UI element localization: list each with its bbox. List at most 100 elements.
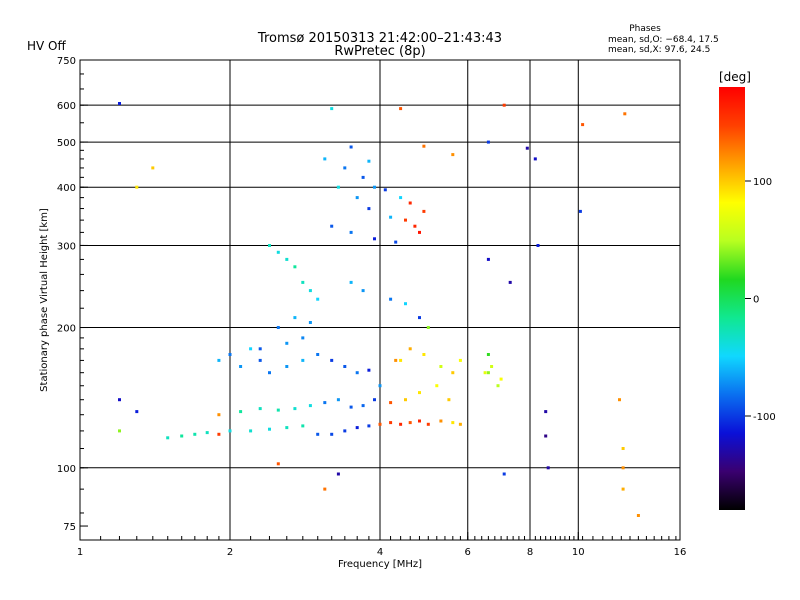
data-point <box>316 297 320 301</box>
data-point <box>268 371 271 375</box>
data-point <box>228 429 232 433</box>
data-point <box>367 368 371 372</box>
data-point <box>404 218 407 222</box>
data-point <box>118 102 121 105</box>
data-point <box>118 398 121 402</box>
data-point <box>399 358 403 362</box>
data-point <box>422 353 426 356</box>
data-point <box>249 429 253 433</box>
hv-status-label: HV Off <box>27 39 66 53</box>
data-point <box>135 185 139 189</box>
data-point <box>355 371 359 375</box>
data-point <box>536 244 540 247</box>
data-point <box>621 447 625 450</box>
data-point <box>439 419 443 423</box>
colorbar-tick-label: 100 <box>753 177 772 188</box>
data-point <box>578 209 582 213</box>
data-point <box>323 487 327 491</box>
data-point <box>193 432 197 436</box>
data-point <box>258 358 262 362</box>
data-point <box>268 244 271 247</box>
data-point <box>316 353 320 356</box>
x-tick-label: 4 <box>377 547 383 558</box>
data-point <box>389 421 393 425</box>
data-point <box>151 166 155 170</box>
data-point <box>533 157 537 161</box>
data-point <box>422 209 426 213</box>
x-axis-label: Frequency [MHz] <box>338 559 422 570</box>
colorbar-tick-label: 0 <box>753 295 759 306</box>
data-point <box>316 432 320 436</box>
y-tick-label: 75 <box>63 522 76 533</box>
x-tick-label: 10 <box>572 547 585 558</box>
data-point <box>636 514 640 517</box>
data-point <box>249 347 253 351</box>
data-point <box>349 280 353 284</box>
data-point <box>447 398 451 402</box>
data-point <box>330 358 334 362</box>
data-point <box>378 384 382 388</box>
data-point <box>228 353 232 356</box>
data-point <box>623 112 627 116</box>
data-point <box>426 422 430 426</box>
data-point <box>373 237 376 241</box>
data-point <box>621 487 625 491</box>
y-tick-label: 600 <box>57 101 76 112</box>
data-point <box>258 347 262 351</box>
data-point <box>394 358 398 362</box>
data-point <box>258 407 262 411</box>
data-point <box>361 175 365 179</box>
data-point <box>378 422 382 426</box>
data-point <box>373 185 376 189</box>
data-point <box>276 326 280 329</box>
data-point <box>486 353 490 356</box>
data-point <box>544 434 548 438</box>
data-point <box>285 365 289 368</box>
data-point <box>336 185 340 189</box>
data-point <box>118 429 121 433</box>
data-point <box>239 410 243 414</box>
data-point <box>389 401 393 405</box>
data-point <box>451 371 455 375</box>
data-point <box>399 422 403 426</box>
data-point <box>349 230 353 234</box>
data-point <box>301 424 305 428</box>
stats-o-line: mean, sd,O: −68.4, 17.5 <box>608 35 719 45</box>
data-point <box>451 421 455 425</box>
data-point <box>239 365 243 368</box>
data-point <box>502 103 506 107</box>
data-point <box>293 316 297 320</box>
data-point <box>343 365 347 368</box>
data-point <box>349 405 353 409</box>
data-point <box>308 289 312 293</box>
colorbar-ticks: 100 0 -100 <box>745 177 776 423</box>
x-tick-label: 2 <box>227 547 233 558</box>
x-tick-label: 16 <box>674 547 687 558</box>
data-point <box>336 472 340 476</box>
data-point <box>383 188 387 192</box>
stats-header: Phases <box>629 24 661 34</box>
data-point <box>276 408 280 412</box>
data-point <box>502 472 506 476</box>
data-point <box>389 215 393 219</box>
data-point <box>418 419 421 423</box>
x-tick-label: 8 <box>527 547 533 558</box>
data-point <box>458 422 462 426</box>
y-tick-label: 300 <box>57 241 76 252</box>
data-point <box>373 398 376 402</box>
data-point <box>408 421 412 425</box>
y-tick-label: 200 <box>57 324 76 335</box>
data-point <box>399 107 403 111</box>
chart-subtitle: RwPretec (8p) <box>334 44 425 59</box>
data-point <box>451 153 455 157</box>
data-point <box>408 347 412 351</box>
data-point <box>276 462 280 466</box>
data-point <box>268 427 271 431</box>
data-point <box>323 157 327 161</box>
x-tick-label: 6 <box>465 547 471 558</box>
data-point <box>486 371 490 375</box>
data-point <box>367 159 371 163</box>
data-point <box>293 265 297 269</box>
data-point <box>426 326 430 329</box>
